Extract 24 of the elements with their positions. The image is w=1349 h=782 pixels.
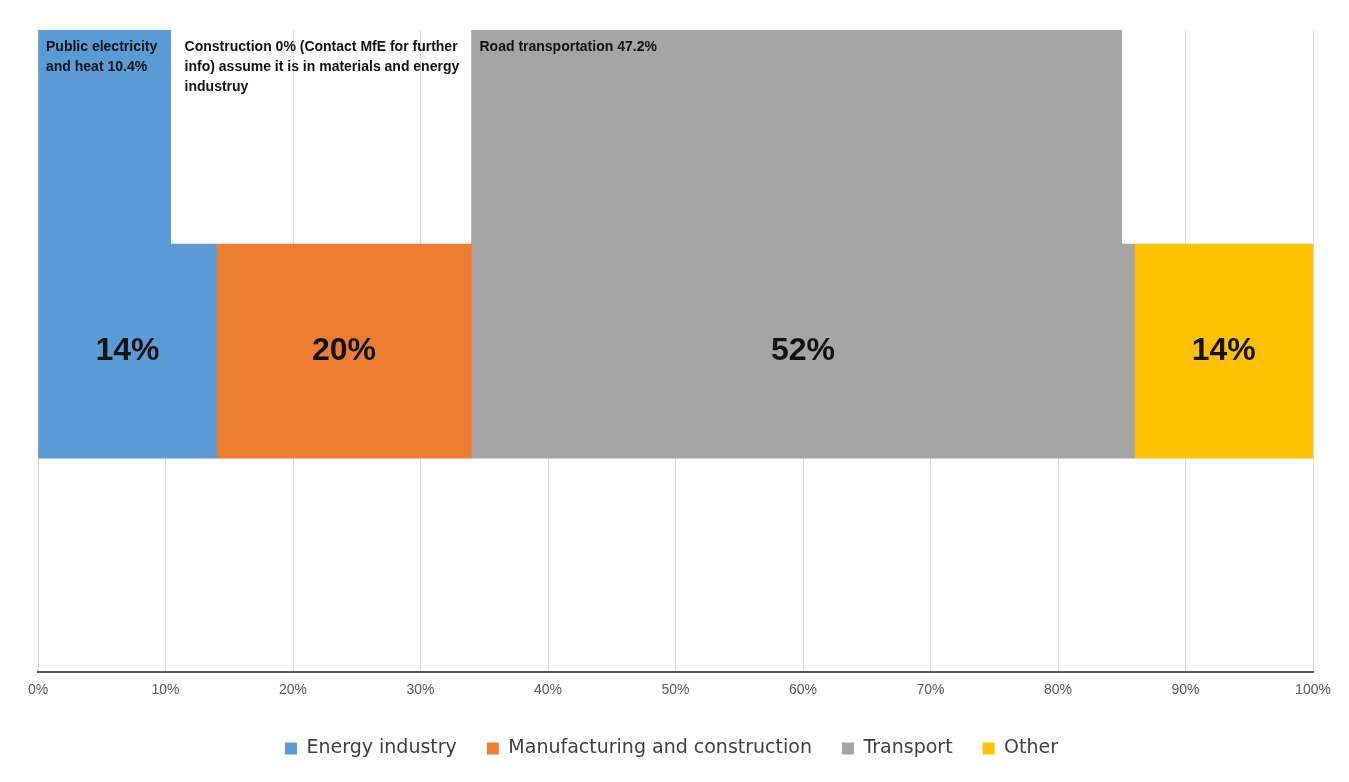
annotation: Public electricity and heat 10.4% <box>46 37 158 74</box>
annotation: Road transportation 47.2% <box>479 37 658 54</box>
x-tick-label: 20% <box>278 681 308 698</box>
legend-label: Transport <box>862 735 953 758</box>
x-tick-label: 0% <box>27 681 49 698</box>
x-tick-label: 70% <box>916 681 945 698</box>
data-label: 52% <box>770 330 836 367</box>
x-tick-label: 10% <box>151 681 180 698</box>
x-tick-label: 50% <box>661 681 690 698</box>
x-tick-label: 100% <box>1295 681 1331 698</box>
annotation: Construction 0% (Contact MfE for further info) assume it is in materials and energy industruy <box>184 37 460 94</box>
data-label: 14% <box>1191 330 1256 367</box>
x-tick-label: 80% <box>1043 681 1073 698</box>
x-tick-label: 90% <box>1171 681 1200 698</box>
legend-label: Other <box>1004 735 1059 758</box>
x-tick-label: 40% <box>533 681 563 698</box>
bar <box>216 243 472 459</box>
legend-label: Energy industry <box>306 735 457 758</box>
x-tick-label: 60% <box>788 681 818 698</box>
bar <box>1134 243 1313 459</box>
x-tick-label: 30% <box>406 681 435 698</box>
legend-label: Manufacturing and construction <box>508 735 812 758</box>
data-label: 20% <box>311 330 377 367</box>
data-label: 14% <box>95 330 160 367</box>
